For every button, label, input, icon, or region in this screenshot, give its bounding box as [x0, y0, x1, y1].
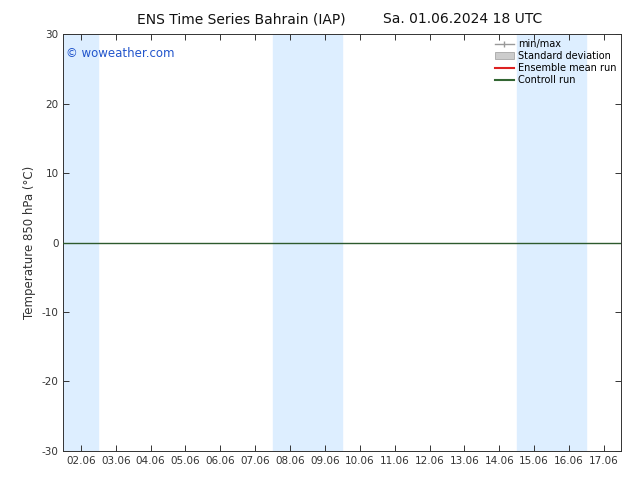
Bar: [273, 34, 342, 451]
Legend: min/max, Standard deviation, Ensemble mean run, Controll run: min/max, Standard deviation, Ensemble me…: [493, 37, 618, 87]
Bar: [63, 34, 98, 451]
Y-axis label: Temperature 850 hPa (°C): Temperature 850 hPa (°C): [23, 166, 36, 319]
Text: Sa. 01.06.2024 18 UTC: Sa. 01.06.2024 18 UTC: [383, 12, 543, 26]
Text: © woweather.com: © woweather.com: [66, 47, 175, 60]
Text: ENS Time Series Bahrain (IAP): ENS Time Series Bahrain (IAP): [136, 12, 346, 26]
Bar: [517, 34, 586, 451]
